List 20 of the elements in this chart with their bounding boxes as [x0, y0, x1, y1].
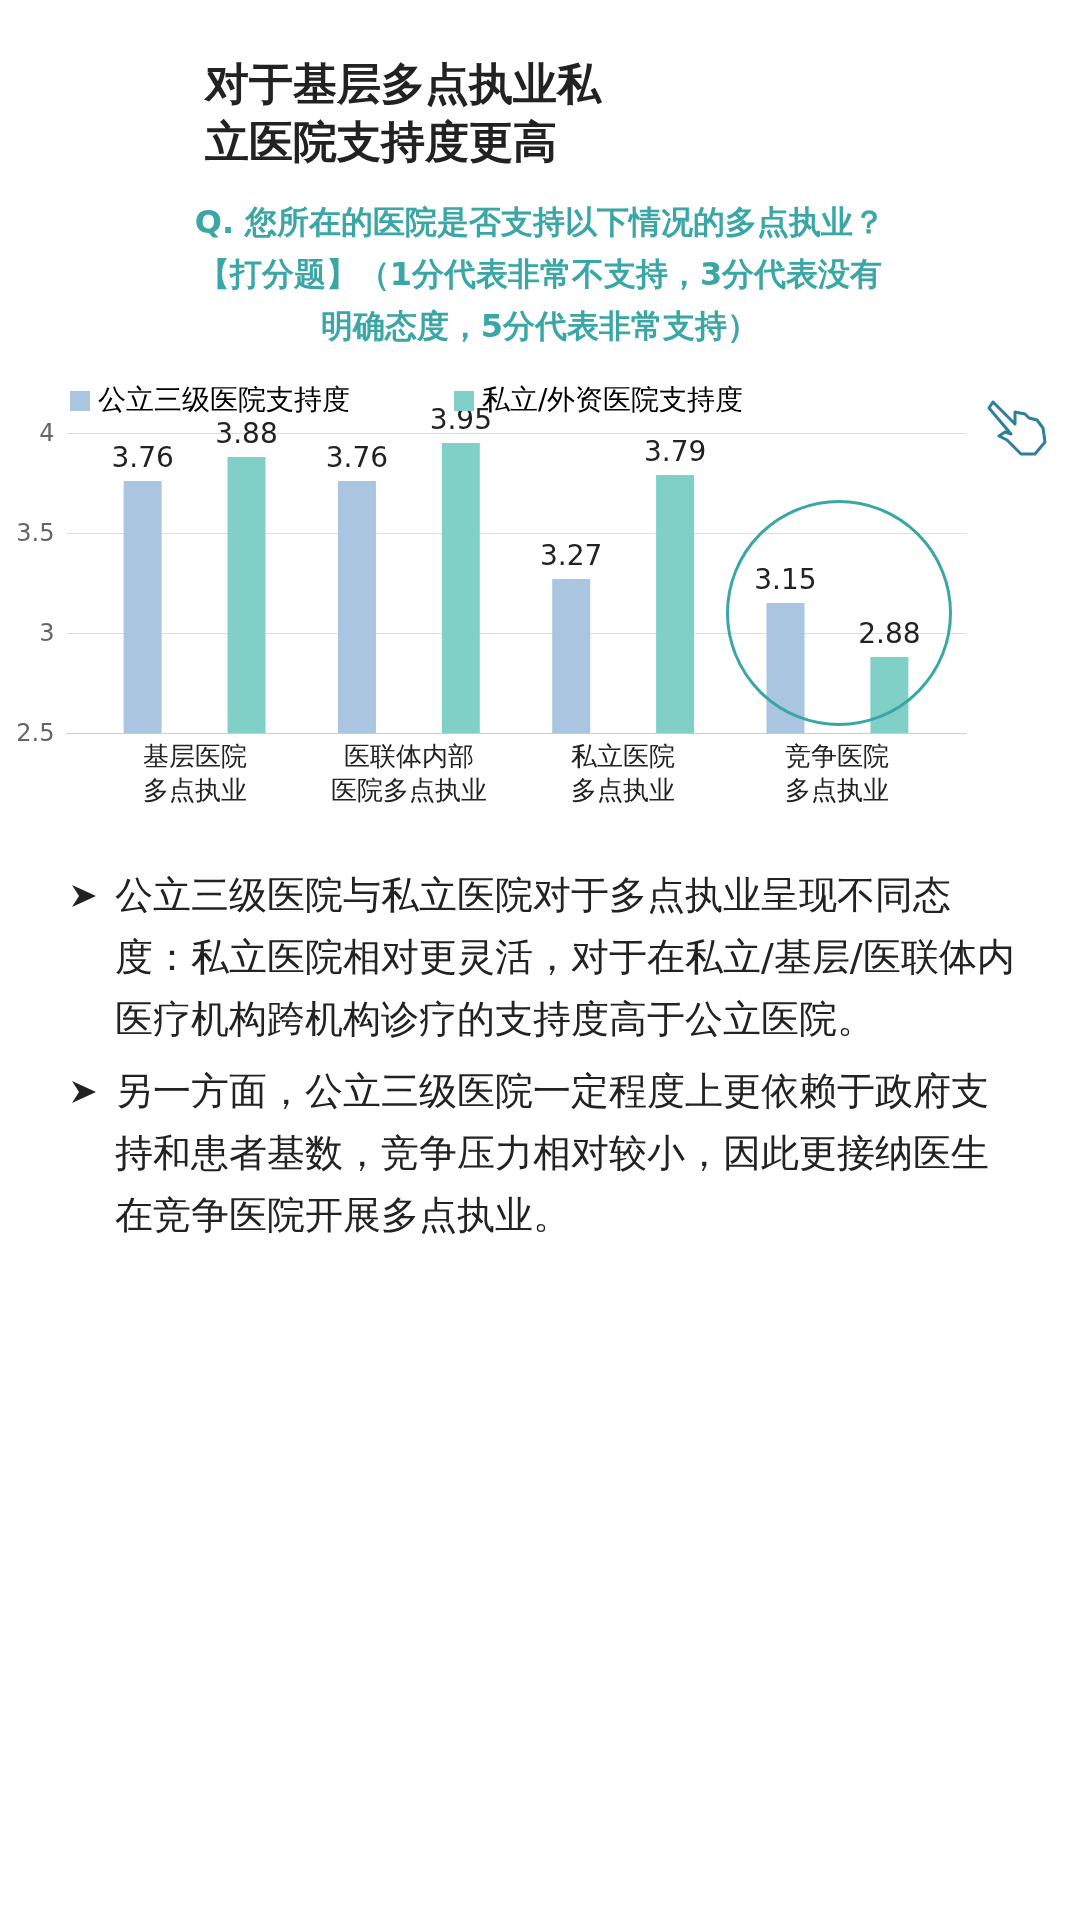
data-label: 3.88: [215, 417, 278, 450]
y-tick-label: 4: [39, 418, 55, 447]
data-label: 3.76: [111, 441, 174, 474]
data-label: 3.76: [325, 441, 389, 474]
x-tick-label: 医联体内部医院多点执业: [330, 740, 487, 805]
data-label: 3.79: [643, 435, 707, 468]
x-tick-label: 竞争医院多点执业: [785, 740, 890, 805]
data-label: 2.88: [858, 617, 921, 650]
legend-label: 公立三级医院支持度: [98, 383, 350, 416]
y-tick-label: 2.5: [16, 718, 55, 747]
text: 公立三级医院与私立医院对于多点执业呈现不同态度：私立医院相对更灵活，对于在私立/基层/医联体内医疗机构跨机构诊疗的支持度高于公立医院。: [114, 872, 1016, 1043]
y-tick-label: 3.5: [16, 518, 55, 547]
x-tick-label: 基层医院多点执业: [142, 740, 247, 805]
data-label: 3.15: [754, 563, 817, 596]
chart-title: 对于基层多点执业私立医院支持度更高: [205, 57, 603, 169]
chart-subtitle: Q. 您所在的医院是否支持以下情况的多点执业？【打分题】（1分代表非常不支持，3分代表没有明确态度，5分代表非常支持）: [193, 202, 887, 347]
y-tick-label: 3: [39, 618, 55, 647]
text: 另一方面，公立三级医院一定程度上更依赖于政府支持和患者基数，竞争压力相对较小，因此更接纳医生在竞争医院开展多点执业。: [114, 1068, 990, 1239]
data-label: 3.27: [540, 539, 603, 572]
x-tick-label: 私立医院多点执业: [571, 740, 676, 805]
